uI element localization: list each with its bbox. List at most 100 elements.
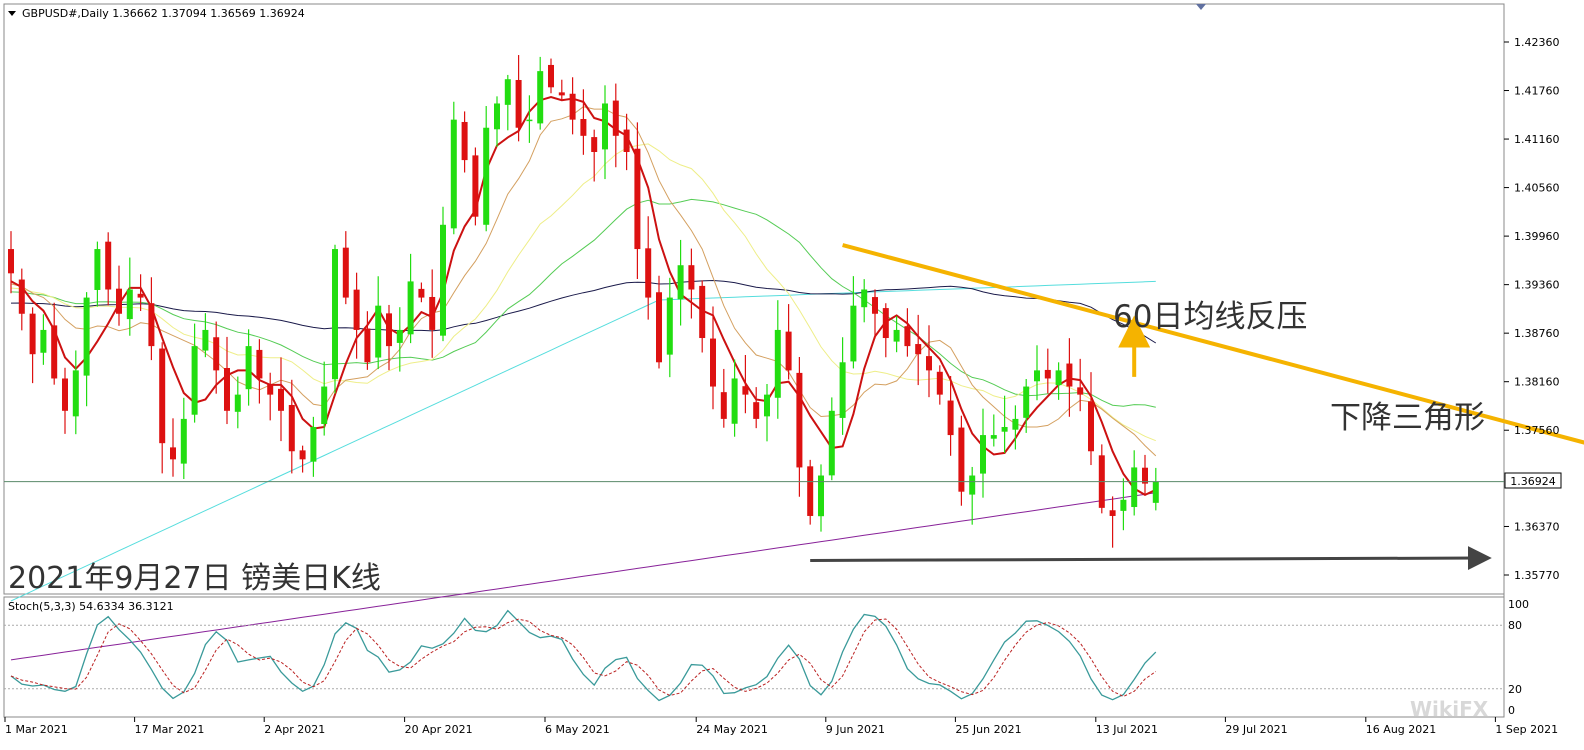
candle <box>688 248 695 319</box>
stoch-tick-label: 0 <box>1508 704 1515 717</box>
x-tick-label: 1 Sep 2021 <box>1495 723 1558 736</box>
candle <box>29 307 36 384</box>
candle <box>72 350 79 435</box>
candle <box>8 231 14 294</box>
candle <box>1098 444 1105 514</box>
candle <box>839 337 846 435</box>
candle <box>764 384 770 442</box>
y-tick-label: 1.41760 <box>1514 85 1560 98</box>
candle <box>958 415 965 506</box>
ma-line-120 <box>10 280 1156 602</box>
candle <box>461 111 468 173</box>
candle <box>1066 338 1073 417</box>
stoch-tick-label: 20 <box>1508 683 1522 696</box>
candle <box>828 397 835 481</box>
candle <box>785 304 792 380</box>
candle <box>634 122 641 279</box>
candle <box>278 357 284 442</box>
candle <box>1023 378 1030 433</box>
candle <box>386 304 392 371</box>
candle <box>148 277 155 361</box>
pattern-annotation: 下降三角形 <box>1330 400 1485 436</box>
candle <box>612 83 619 168</box>
candle <box>882 303 889 358</box>
candle <box>656 275 662 369</box>
candle <box>224 336 230 425</box>
x-tick-label: 6 May 2021 <box>545 723 610 736</box>
candle <box>137 274 144 311</box>
y-tick-label: 1.40560 <box>1514 182 1560 195</box>
candle <box>526 95 533 143</box>
candle <box>116 265 122 326</box>
candle <box>180 397 187 480</box>
stoch-main-line <box>10 609 1157 702</box>
candle <box>1034 345 1040 401</box>
candle <box>1077 358 1084 412</box>
candle <box>483 106 490 232</box>
candle <box>710 306 716 410</box>
symbol-header: GBPUSD#,Daily 1.36662 1.37094 1.36569 1.… <box>22 7 305 20</box>
candle <box>936 365 943 405</box>
candle <box>602 85 608 180</box>
x-tick-label: 17 Mar 2021 <box>135 723 205 736</box>
candle <box>861 279 868 323</box>
candle <box>893 316 900 353</box>
candle <box>342 231 349 305</box>
collapse-triangle-icon[interactable] <box>8 11 16 16</box>
y-tick-label: 1.39960 <box>1514 230 1560 243</box>
candle <box>256 339 263 404</box>
candle <box>699 280 706 353</box>
candle <box>1044 348 1051 394</box>
candle <box>429 269 436 358</box>
resistance-annotation: 60日均线反压 <box>1113 299 1307 335</box>
candle <box>40 314 47 365</box>
current-price-label: 1.36924 <box>1510 475 1556 488</box>
stoch-pane-frame <box>3 596 1505 718</box>
candle <box>94 241 101 307</box>
candle <box>1055 362 1062 400</box>
candle <box>1152 467 1159 511</box>
candle <box>440 206 446 342</box>
x-tick-label: 25 Jun 2021 <box>955 723 1021 736</box>
candle <box>51 302 58 385</box>
y-tick-label: 1.36370 <box>1514 520 1560 533</box>
ma-line-20 <box>10 143 1156 442</box>
candle <box>980 408 986 498</box>
candle <box>191 323 198 423</box>
candle <box>807 459 814 525</box>
candle <box>310 416 317 477</box>
y-tick-label: 1.41160 <box>1514 133 1560 146</box>
candle <box>969 466 976 525</box>
candle <box>1001 395 1008 453</box>
candle <box>83 292 90 407</box>
candle <box>774 300 781 419</box>
candle <box>407 253 414 344</box>
candle <box>353 272 360 359</box>
x-tick-label: 2 Apr 2021 <box>264 723 325 736</box>
candle <box>872 289 878 339</box>
candle <box>537 56 544 130</box>
candle <box>1109 496 1116 548</box>
candle <box>1012 405 1019 450</box>
candle <box>666 277 673 378</box>
candle <box>569 77 576 135</box>
candle <box>375 276 382 370</box>
candle <box>396 307 403 372</box>
candle <box>623 113 630 171</box>
candle <box>364 311 371 370</box>
y-tick-label: 1.37560 <box>1514 424 1560 437</box>
ma-line-30 <box>10 198 1156 408</box>
stoch-tick-label: 100 <box>1508 598 1529 611</box>
candle <box>62 367 68 434</box>
x-tick-label: 24 May 2021 <box>696 723 768 736</box>
candle <box>558 79 565 101</box>
candle <box>213 321 220 394</box>
candle <box>418 282 425 303</box>
candle <box>450 101 457 235</box>
candle <box>234 376 241 429</box>
candle <box>472 147 479 226</box>
candle <box>720 368 727 428</box>
x-tick-label: 9 Jun 2021 <box>826 723 885 736</box>
candle <box>105 232 112 306</box>
